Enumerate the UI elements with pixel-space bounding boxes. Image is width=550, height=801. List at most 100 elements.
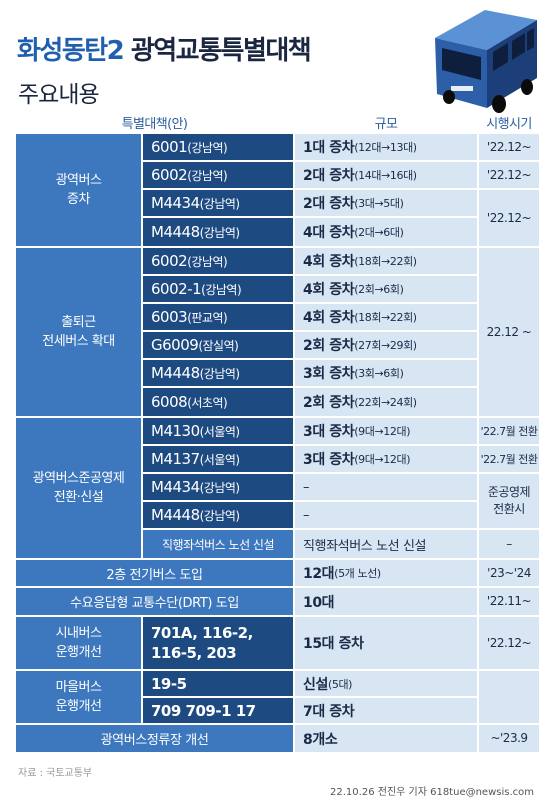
- scale-detail: (27회→29회): [354, 339, 417, 352]
- scale-main: 10대: [303, 594, 335, 611]
- route-number: 6002-1: [151, 280, 202, 298]
- route-station: (강남역): [199, 480, 240, 495]
- title-main: 광역교통특별대책: [130, 36, 312, 66]
- scale-cell: 4대 증차 (2대→6대): [295, 218, 477, 246]
- route-station: (서초역): [187, 395, 228, 410]
- scale-detail: (2대→6대): [354, 226, 404, 239]
- route-cell: 6002 (강남역): [143, 162, 293, 188]
- route-cell: M4448 (강남역): [143, 502, 293, 528]
- period-cell: 준공영제 전환시: [479, 474, 539, 528]
- scale-cell: 4회 증차 (18회→22회): [295, 304, 477, 330]
- scale-main: 2대 증차: [303, 168, 355, 184]
- period-cell: '22.12~: [479, 134, 539, 160]
- route-number: 6002: [151, 252, 188, 270]
- route-number: M4434: [151, 194, 200, 212]
- scale-cell: 3대 증차 (9대→12대): [295, 418, 477, 444]
- route-cell: 6003 (판교역): [143, 304, 293, 330]
- route-station: (강남역): [199, 366, 240, 381]
- scale-cell: 12대 (5개 노선): [295, 560, 477, 586]
- route-station: (강남역): [187, 140, 228, 155]
- category-city-bus: 시내버스 운행개선: [16, 617, 141, 669]
- scale-detail: (9대→12대): [354, 425, 411, 438]
- category-bus-increase: 광역버스 증차: [16, 134, 141, 246]
- source-note: 자료 : 국토교통부: [18, 768, 93, 779]
- route-station: (강남역): [201, 282, 242, 297]
- route-station: (강남역): [199, 508, 240, 523]
- header-plan: 특별대책(안): [121, 117, 188, 132]
- scale-detail: (5대): [327, 677, 353, 691]
- scale-cell: 2대 증차 (14대→16대): [295, 162, 477, 188]
- category-line: 운행개선: [55, 645, 102, 660]
- row-label-double-decker: 2층 전기버스 도입: [16, 560, 293, 586]
- scale-cell: –: [295, 474, 477, 500]
- scale-cell: 15대 증차: [295, 617, 477, 669]
- scale-main: 4대 증차: [303, 225, 355, 241]
- category-line: 전세버스 확대: [42, 334, 115, 349]
- category-line: 시내버스: [55, 626, 102, 641]
- scale-main: 2회 증차: [303, 338, 355, 354]
- route-cell: M4448 (강남역): [143, 218, 293, 246]
- period-cell-empty: [479, 671, 539, 723]
- scale-cell: 8개소: [295, 725, 477, 752]
- scale-main: 3대 증차: [303, 452, 355, 468]
- period-cell: ~'23.9: [479, 725, 539, 752]
- bus-illustration-icon: [435, 10, 537, 113]
- category-line: 광역버스: [55, 173, 102, 188]
- credit-line: 22.10.26 전진우 기자 618tue@newsis.com: [330, 787, 534, 798]
- scale-main: 2대 증차: [303, 196, 355, 212]
- route-cell: 19-5: [143, 671, 293, 696]
- scale-main: 3대 증차: [303, 424, 355, 440]
- route-number: M4130: [151, 422, 200, 440]
- scale-main: –: [303, 479, 310, 495]
- category-line: 출퇴근: [61, 315, 96, 330]
- route-station: (강남역): [187, 168, 228, 183]
- scale-detail: (14대→16대): [354, 169, 417, 182]
- scale-cell: 2회 증차 (22회→24회): [295, 388, 477, 416]
- scale-main: 4회 증차: [303, 254, 355, 270]
- row-label-bus-stop: 광역버스정류장 개선: [16, 725, 293, 752]
- scale-detail: (5개 노선): [334, 567, 381, 580]
- scale-main: 8개소: [303, 731, 338, 748]
- route-number: M4434: [151, 478, 200, 496]
- scale-main: 4회 증차: [303, 310, 355, 326]
- route-cell: M4434 (강남역): [143, 190, 293, 216]
- category-village-bus: 마을버스 운행개선: [16, 671, 141, 723]
- scale-cell: 2회 증차 (27회→29회): [295, 332, 477, 358]
- route-cell: M4130 (서울역): [143, 418, 293, 444]
- period-cell: '22.12~: [479, 162, 539, 188]
- route-cell: 6002 (강남역): [143, 248, 293, 274]
- route-station: (강남역): [187, 254, 228, 269]
- scale-detail: (3회→6회): [354, 367, 404, 380]
- header-scale: 규모: [374, 117, 398, 132]
- route-number: M4448: [151, 364, 200, 382]
- route-number: M4448: [151, 223, 200, 241]
- scale-main: 1대 증차: [303, 140, 355, 156]
- category-line: 전환·신설: [53, 490, 104, 505]
- period-cell: '22.12~: [479, 190, 539, 246]
- route-number: 6003: [151, 308, 188, 326]
- route-cell: 701A, 116-2, 116-5, 203: [143, 617, 293, 669]
- route-number: 6001: [151, 138, 188, 156]
- period-cell: '23~'24: [479, 560, 539, 586]
- route-number: G6009: [151, 336, 199, 354]
- scale-cell: 7대 증차: [295, 698, 477, 723]
- scale-cell: 직행좌석버스 노선 신설: [295, 530, 477, 558]
- scale-cell: 3회 증차 (3회→6회): [295, 360, 477, 386]
- scale-main: 12대: [303, 566, 335, 582]
- scale-cell: 2대 증차 (3대→5대): [295, 190, 477, 216]
- period-line: 전환시: [493, 502, 525, 516]
- scale-main: 4회 증차: [303, 282, 355, 298]
- route-number: 6008: [151, 393, 188, 411]
- scale-main: 15대 증차: [303, 636, 364, 652]
- scale-cell: 1대 증차 (12대→13대): [295, 134, 477, 160]
- category-commute: 출퇴근 전세버스 확대: [16, 248, 141, 416]
- category-line: 운행개선: [55, 699, 102, 714]
- header-period: 시행시기: [486, 117, 532, 132]
- scale-detail: (3대→5대): [354, 197, 404, 210]
- scale-detail: (12대→13대): [354, 141, 417, 154]
- route-cell: 직행좌석버스 노선 신설: [143, 530, 293, 558]
- category-line: 증차: [67, 192, 90, 207]
- route-cell: 6001 (강남역): [143, 134, 293, 160]
- scale-detail: (18회→22회): [354, 311, 417, 324]
- route-cell: G6009 (잠실역): [143, 332, 293, 358]
